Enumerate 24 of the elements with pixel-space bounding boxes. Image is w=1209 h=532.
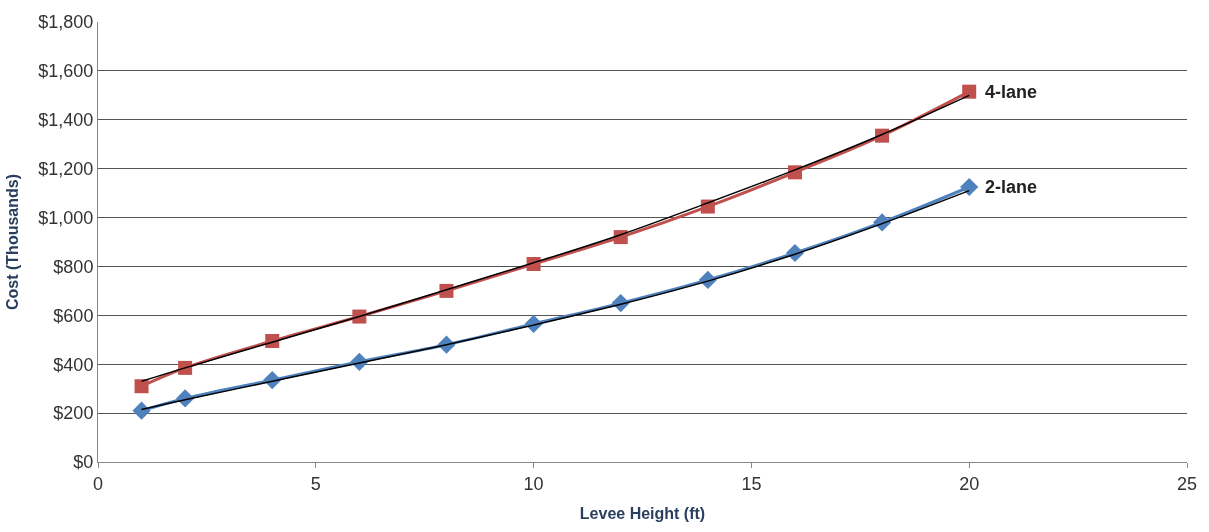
x-tick-label: 0 [92, 473, 104, 494]
y-axis-title: Cost (Thousands) [4, 174, 22, 310]
y-tick-label: $1,000 [38, 207, 94, 228]
x-tick-label: 20 [959, 473, 980, 494]
series-label: 2-lane [985, 177, 1038, 197]
point [134, 379, 149, 394]
y-tick-label: $0 [73, 452, 94, 473]
y-tick-label: $800 [53, 256, 94, 277]
series-label: 4-lane [985, 82, 1038, 102]
x-tick-label: 5 [310, 473, 321, 494]
x-tick-label: 10 [523, 473, 544, 494]
y-tick-label: $400 [53, 354, 94, 375]
x-tick-label: 15 [741, 473, 762, 494]
y-tick-label: $1,600 [38, 61, 94, 82]
y-tick-label: $1,200 [38, 158, 94, 179]
point [962, 84, 977, 99]
y-tick-label: $200 [53, 403, 94, 424]
y-tick-label: $600 [53, 305, 94, 326]
x-tick-label: 25 [1176, 473, 1198, 494]
y-tick-label: $1,400 [38, 110, 94, 131]
point [960, 177, 979, 197]
point [132, 401, 151, 420]
y-tick-label: $1,800 [38, 12, 94, 33]
x-axis-title: Levee Height (ft) [579, 505, 706, 523]
